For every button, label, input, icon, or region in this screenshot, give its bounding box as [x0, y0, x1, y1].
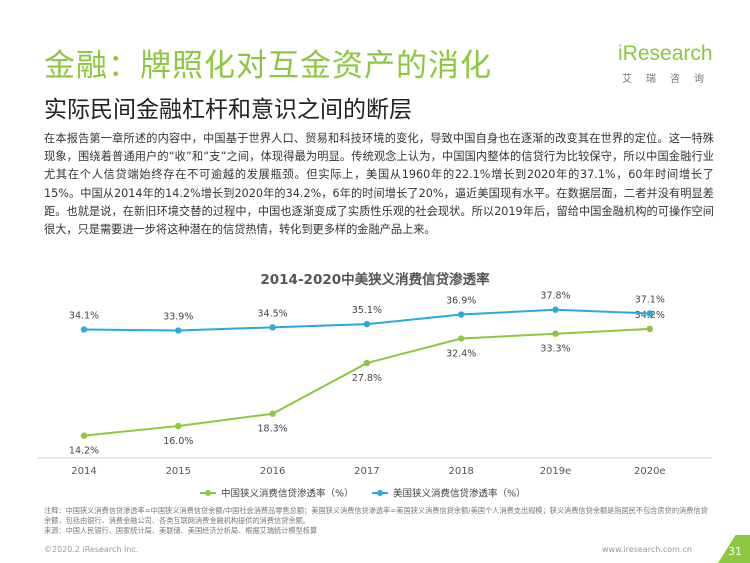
page-subtitle: 实际民间金融杠杆和意识之间的断层 — [44, 97, 412, 123]
footer-copyright: ©2020.2 iResearch Inc. — [44, 545, 139, 554]
x-tick-label: 2014 — [71, 466, 96, 477]
x-tick-label: 2019e — [540, 466, 572, 477]
legend-swatch-dot — [205, 490, 211, 496]
data-label: 27.8% — [352, 373, 382, 384]
data-point — [552, 330, 559, 337]
data-label: 14.2% — [69, 446, 99, 457]
data-point — [175, 327, 182, 334]
data-point — [363, 320, 371, 328]
iresearch-logo: iResearch 艾瑞咨询 — [618, 40, 718, 88]
data-label: 16.0% — [163, 436, 193, 447]
x-tick-label: 2016 — [260, 466, 285, 477]
data-label: 18.3% — [258, 424, 288, 435]
x-tick-label: 2017 — [354, 466, 379, 477]
data-point — [458, 311, 465, 318]
notes-definition: 注释：中国狭义消费信贷渗透率=中国狭义消费信贷余额/中国社会消费品零售总额；美国… — [44, 506, 708, 525]
data-label: 35.1% — [352, 305, 382, 316]
data-label: 37.8% — [540, 291, 570, 302]
page-number: 31 — [728, 545, 742, 558]
data-point — [458, 335, 465, 342]
legend-label: 美国狭义消费信贷渗透率（%） — [393, 488, 526, 500]
data-label: 36.9% — [446, 296, 476, 307]
data-label: 34.5% — [258, 308, 288, 319]
data-point — [80, 326, 88, 333]
data-label: 33.3% — [540, 344, 570, 355]
body-paragraph: 在本报告第一章所述的内容中，中国基于世界人口、贸易和科技环境的变化，导致中国自身… — [44, 132, 714, 237]
notes-source: 来源：中国人民银行、国家统计局、美联储、美国经济分析局、根据艾瑞统计模型核算 — [44, 526, 318, 535]
x-tick-label: 2015 — [166, 466, 191, 477]
data-point — [646, 325, 653, 333]
page-title: 金融：牌照化对互金资产的消化 — [44, 48, 492, 84]
logo-subtext: 艾瑞咨询 — [622, 74, 718, 85]
data-point — [363, 359, 371, 367]
x-tick-label: 2020e — [634, 466, 666, 477]
data-point — [175, 422, 182, 430]
x-tick-label: 2018 — [448, 466, 473, 477]
legend-label: 中国狭义消费信贷渗透率（%） — [221, 488, 354, 500]
data-point — [552, 306, 559, 313]
data-point — [80, 432, 88, 439]
data-point — [646, 310, 653, 317]
data-point — [269, 324, 276, 331]
chart-title: 2014-2020中美狭义消费信贷渗透率 — [260, 272, 490, 288]
data-label: 33.9% — [163, 312, 193, 323]
data-point — [269, 410, 276, 417]
data-label: 32.4% — [446, 349, 476, 360]
line-chart: 2014 2015 2016 2017 2018 2019e 2020e 14.2% 16.0%… — [38, 291, 712, 500]
data-label: 34.1% — [69, 310, 99, 321]
footer-website: www.iresearch.com.cn — [602, 545, 692, 554]
chart-notes: 注释：中国狭义消费信贷渗透率=中国狭义消费信贷余额/中国社会消费品零售总额；美国… — [44, 506, 712, 536]
data-label: 37.1% — [635, 294, 665, 305]
logo-text: iResearch — [618, 42, 713, 65]
legend-swatch-dot — [377, 490, 383, 496]
